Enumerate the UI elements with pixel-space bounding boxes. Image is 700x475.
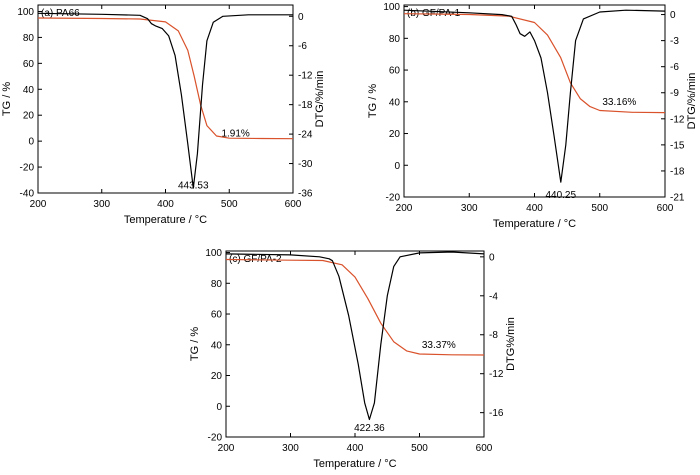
left-tick-label: 100 <box>17 7 34 18</box>
left-tick-label: 20 <box>211 371 223 382</box>
series-line-tg <box>37 17 294 140</box>
right-tick-label: -4 <box>489 291 498 302</box>
y-right-axis-title: DTG%/min <box>505 317 517 371</box>
left-tick-label: 100 <box>383 2 400 13</box>
y-left-axis-title: TG / % <box>189 327 201 361</box>
left-tick-label: -20 <box>386 193 401 204</box>
left-tick-label: 40 <box>211 340 223 351</box>
x-tick-label: 500 <box>411 443 428 454</box>
left-tick-label: 100 <box>205 248 222 259</box>
series-line-dtg <box>37 12 293 189</box>
right-tick-label: -9 <box>670 88 679 99</box>
series-line-dtg <box>403 9 666 183</box>
left-tick-label: -40 <box>20 189 35 200</box>
right-tick-label: 0 <box>298 12 304 23</box>
annotation-label: 422.36 <box>354 423 385 434</box>
right-tick-label: -21 <box>670 193 685 204</box>
x-tick-label: 400 <box>347 443 364 454</box>
series-line-dtg <box>225 251 485 421</box>
plot-frame <box>37 4 294 194</box>
x-axis-title: Temperature / °C <box>124 214 207 226</box>
series-line-tg <box>403 13 666 114</box>
x-tick-label: 600 <box>657 203 674 214</box>
left-tick-label: 80 <box>211 279 223 290</box>
left-tick-label: -20 <box>20 163 35 174</box>
y-right-axis-title: DTG/%/min <box>314 71 326 128</box>
right-tick-label: -8 <box>489 330 498 341</box>
series-line-tg <box>225 258 485 356</box>
left-tick-label: 20 <box>23 111 35 122</box>
right-tick-label: 0 <box>670 10 676 21</box>
annotation-label: 33.37% <box>422 340 456 351</box>
y-left-axis-title: TG / % <box>1 82 13 116</box>
x-axis-title: Temperature / °C <box>313 458 396 470</box>
y-left-axis-title: TG / % <box>367 84 379 118</box>
chart-panel-1: 200 300 400 500 600 -40 -20 0 20 40 60 80 100 -36 -30 -… <box>1 4 326 226</box>
left-tick-label: -20 <box>208 433 223 444</box>
x-tick-label: 300 <box>93 199 110 210</box>
x-tick-label: 300 <box>282 443 299 454</box>
right-tick-label: -18 <box>670 166 685 177</box>
left-tick-label: 60 <box>389 66 401 77</box>
right-tick-label: -18 <box>298 100 313 111</box>
x-tick-label: 500 <box>591 203 608 214</box>
chart-panel-3: 200 300 400 500 600 -20 0 20 40 60 80 100 -16 -12 -8 -4… <box>189 248 517 470</box>
x-tick-label: 200 <box>218 443 235 454</box>
x-tick-label: 400 <box>526 203 543 214</box>
right-tick-label: -6 <box>670 62 679 73</box>
left-tick-label: 60 <box>211 310 223 321</box>
left-tick-label: 40 <box>23 85 35 96</box>
left-tick-label: 0 <box>216 402 222 413</box>
annotation-label: 33.16% <box>602 97 636 108</box>
right-tick-label: -12 <box>670 114 685 125</box>
x-tick-label: 400 <box>157 199 174 210</box>
x-axis-title: Temperature / °C <box>493 218 576 230</box>
right-tick-label: -16 <box>489 408 504 419</box>
left-tick-label: 0 <box>28 137 34 148</box>
x-tick-label: 600 <box>285 199 302 210</box>
left-tick-label: 40 <box>389 97 401 108</box>
y-right-axis-title: DTG/%/min <box>686 73 698 130</box>
x-tick-label: 200 <box>30 199 47 210</box>
x-tick-label: 300 <box>461 203 478 214</box>
right-tick-label: -36 <box>298 189 313 200</box>
left-tick-label: 80 <box>389 34 401 45</box>
chart-panel-2: 200 300 400 500 600 -20 0 20 40 60 80 100 -21 -18 -15 -… <box>367 2 698 230</box>
right-tick-label: -24 <box>298 130 313 141</box>
annotation-label: 1.91% <box>221 129 249 140</box>
right-tick-label: -3 <box>670 36 679 47</box>
left-tick-label: 0 <box>394 161 400 172</box>
x-tick-label: 500 <box>221 199 238 210</box>
annotation-label: 443.53 <box>178 180 209 191</box>
right-tick-label: -30 <box>298 159 313 170</box>
right-tick-label: 0 <box>489 252 495 263</box>
right-tick-label: -15 <box>670 140 685 151</box>
x-tick-label: 600 <box>476 443 493 454</box>
right-tick-label: -6 <box>298 41 307 52</box>
left-tick-label: 20 <box>389 129 401 140</box>
x-tick-label: 200 <box>396 203 413 214</box>
right-tick-label: -12 <box>489 369 504 380</box>
left-tick-label: 80 <box>23 33 35 44</box>
annotation-label: 440.25 <box>545 190 576 201</box>
right-tick-label: -12 <box>298 71 313 82</box>
left-tick-label: 60 <box>23 59 35 70</box>
